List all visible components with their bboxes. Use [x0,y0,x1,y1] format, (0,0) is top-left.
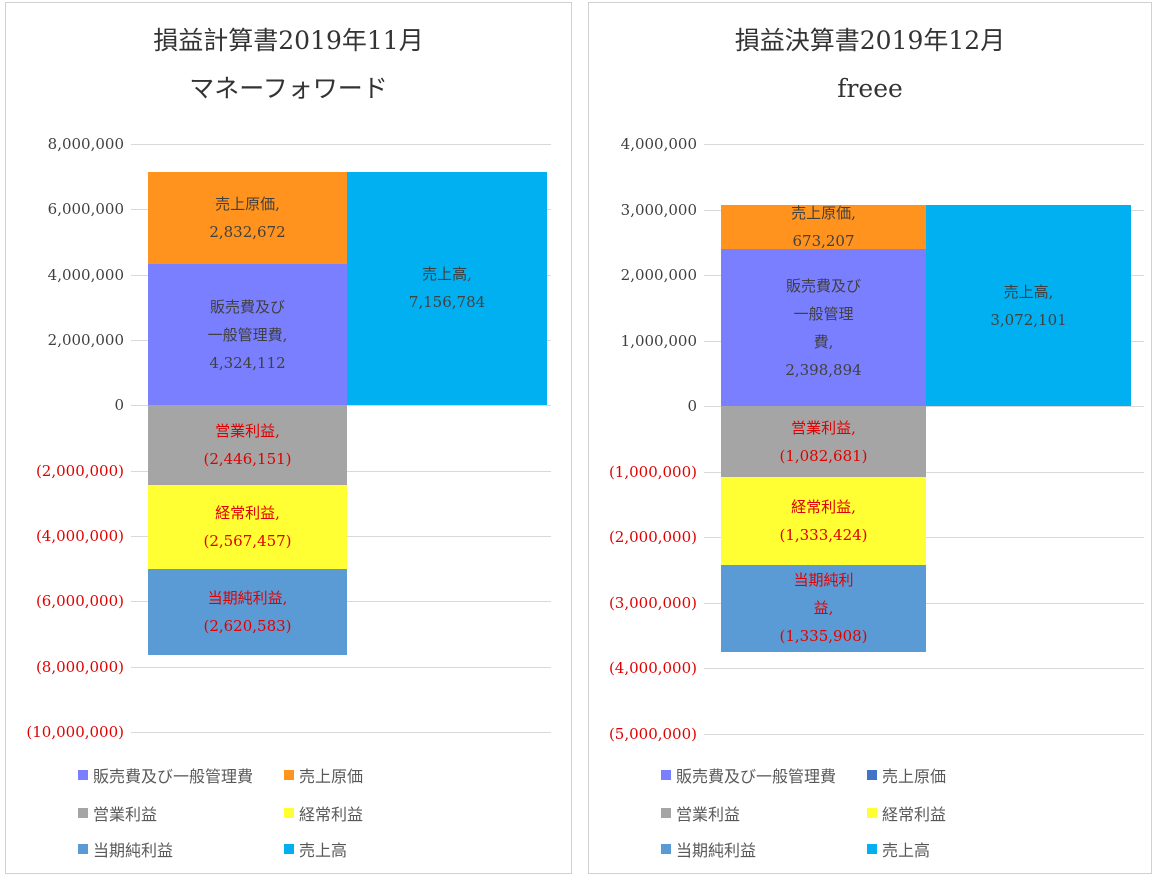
legend-label: 当期純利益 [676,841,757,860]
y-tick-label: 4,000,000 [47,265,124,284]
legend-label: 販売費及び一般管理費 [676,767,837,786]
legend-label: 売上高 [882,841,931,860]
chart-panel-moneyforward: 損益計算書2019年11月 マネーフォワード 8,000,000 6,000,000 4… [5,2,572,874]
data-label: 営業利益, (1,082,681) [779,418,868,465]
gridline [704,734,1144,735]
y-tick-label: (8,000,000) [35,657,124,676]
y-tick-label: (10,000,000) [26,723,124,741]
y-tick-label: 6,000,000 [47,200,124,219]
data-label: 経常利益, (1,333,424) [779,497,868,544]
data-label: 当期純利 益, (1,335,908) [779,571,868,646]
data-label: 売上高, 7,156,784 [408,265,486,312]
legend-swatch [867,808,877,818]
y-tick-label: (6,000,000) [35,592,124,611]
data-label: 売上高, 3,072,101 [990,282,1067,329]
y-tick-label: (1,000,000) [608,462,697,481]
y-tick-label: 0 [114,396,124,415]
gridline [131,732,551,733]
chart-title: マネーフォワード [189,74,388,103]
legend-label: 売上原価 [299,767,364,786]
data-label: 売上原価, 2,832,672 [209,194,286,241]
bar-segment-当期純利益: 当期純利益, (2,620,583) [148,569,347,655]
legend-swatch [867,844,877,854]
legend-swatch [78,770,88,780]
gridline [131,144,551,145]
legend-item: 当期純利益 [661,837,756,861]
bar-segment-経常利益: 経常利益, (1,333,424) [721,477,926,565]
bar-segment-売上高: 売上高, 7,156,784 [347,171,547,406]
legend-swatch [284,844,294,854]
legend-swatch [867,770,877,780]
legend-swatch [661,770,671,780]
y-tick-label: 2,000,000 [620,266,697,285]
bar-segment-売上高: 売上高, 3,072,101 [926,204,1131,407]
data-label: 販売費及び 一般管理費, 4,324,112 [207,297,288,372]
legend-label: 営業利益 [93,805,158,824]
y-tick-label: 8,000,000 [47,135,124,153]
y-tick-label: (4,000,000) [35,527,124,545]
bar-segment-売上原価: 売上原価, 2,832,672 [148,171,347,265]
gridline [131,666,551,668]
legend-item: 売上高 [867,837,930,861]
y-tick-label: 0 [687,397,697,416]
legend-label: 当期純利益 [93,841,174,860]
legend-label: 売上原価 [882,767,947,786]
bar-segment-販売費及び一般管理費: 販売費及び 一般管理 費, 2,398,894 [721,248,926,407]
y-tick-label: (3,000,000) [608,593,697,612]
legend-swatch [661,808,671,818]
legend-item: 経常利益 [867,801,946,825]
bar-segment-営業利益: 営業利益, (2,446,151) [148,405,347,486]
y-tick-label: 4,000,000 [620,135,697,153]
legend-label: 営業利益 [676,805,741,824]
y-tick-label: 1,000,000 [620,331,697,350]
data-label: 売上原価, 673,207 [791,203,856,250]
bar-segment-売上原価: 売上原価, 673,207 [721,204,926,250]
bar-segment-販売費及び一般管理費: 販売費及び 一般管理費, 4,324,112 [148,264,347,406]
legend-item: 販売費及び一般管理費 [661,763,836,787]
legend-item: 営業利益 [78,801,157,825]
legend-label: 売上高 [299,841,348,860]
chart-title: 損益計算書2019年11月 [153,26,424,55]
legend-item: 当期純利益 [78,837,173,861]
legend-item: 販売費及び一般管理費 [78,763,253,787]
legend-swatch [284,770,294,780]
bar-segment-当期純利益: 当期純利 益, (1,335,908) [721,564,926,653]
data-label: 当期純利益, (2,620,583) [203,588,292,635]
legend-item: 経常利益 [284,801,363,825]
data-label: 経常利益, (2,567,457) [203,504,292,551]
legend-item: 売上原価 [867,763,946,787]
legend-item: 売上原価 [284,763,363,787]
chart-title: freee [837,74,903,103]
y-tick-label: (5,000,000) [608,725,697,743]
data-label: 販売費及び 一般管理 費, 2,398,894 [785,276,862,379]
legend-swatch [661,844,671,854]
legend-item: 売上高 [284,837,347,861]
y-tick-label: 2,000,000 [47,331,124,349]
legend-label: 販売費及び一般管理費 [93,767,254,786]
legend-label: 経常利益 [299,805,364,824]
legend-swatch [78,808,88,818]
bar-segment-営業利益: 営業利益, (1,082,681) [721,406,926,478]
y-tick-label: (2,000,000) [35,461,124,480]
gridline [704,144,1144,145]
y-tick-label: 3,000,000 [620,200,697,219]
bar-segment-経常利益: 経常利益, (2,567,457) [148,485,347,570]
y-tick-label: (4,000,000) [608,659,697,678]
legend-swatch [78,844,88,854]
y-tick-label: (2,000,000) [608,528,697,547]
gridline [704,668,1144,670]
chart-title: 損益決算書2019年12月 [734,26,1006,55]
legend-label: 経常利益 [882,805,947,824]
legend-swatch [284,808,294,818]
data-label: 営業利益, (2,446,151) [203,422,292,469]
legend-item: 営業利益 [661,801,740,825]
chart-panel-freee: 損益決算書2019年12月 freee 4,000,000 3,000,000 2,00… [588,2,1152,874]
